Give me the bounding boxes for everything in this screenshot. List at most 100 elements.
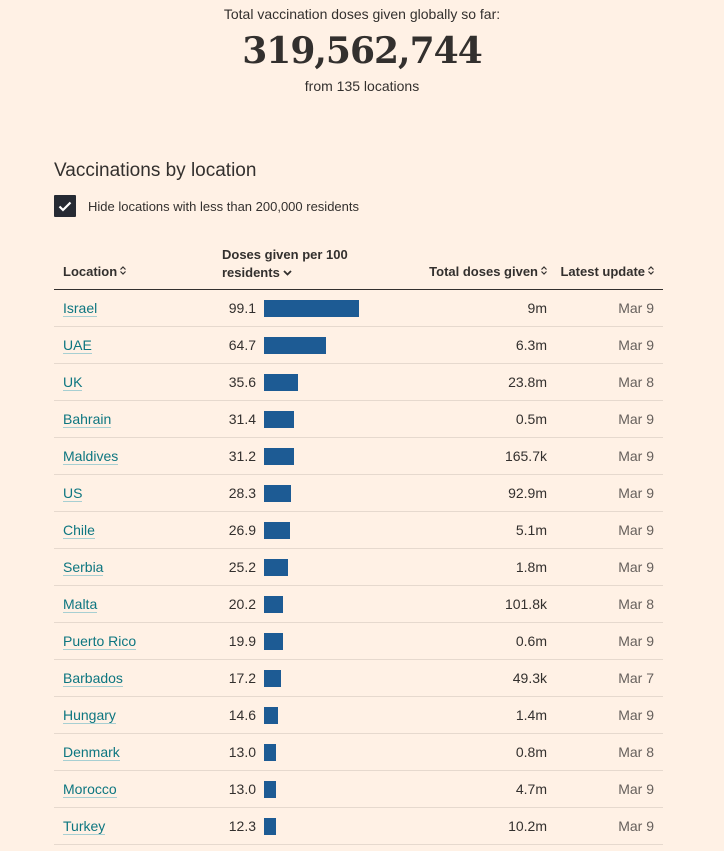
- doses-bar: [264, 410, 295, 428]
- location-link[interactable]: Morocco: [63, 781, 117, 798]
- doses-value: 25.2: [228, 559, 256, 576]
- doses-value: 31.2: [228, 448, 256, 465]
- locations-count: from 135 locations: [304, 78, 420, 94]
- table-row: Barbados 17.2 49.3k Mar 7: [54, 659, 663, 697]
- latest-update-cell: Mar 9: [553, 474, 663, 512]
- total-doses-cell: 0.6m: [372, 622, 553, 660]
- location-cell: Morocco: [54, 770, 222, 808]
- doses-value: 31.4: [228, 411, 256, 428]
- doses-bar-track: [264, 336, 360, 354]
- doses-bar: [264, 299, 360, 317]
- doses-cell: 31.4: [222, 400, 372, 438]
- doses-bar-track: [264, 780, 360, 798]
- sort-by-location-header[interactable]: Location: [54, 246, 222, 290]
- doses-bar: [264, 521, 290, 539]
- latest-update-cell: Mar 9: [553, 807, 663, 845]
- total-doses-cell: 101.8k: [372, 585, 553, 623]
- location-cell: US: [54, 474, 222, 512]
- doses-value: 28.3: [228, 485, 256, 502]
- location-link[interactable]: UAE: [63, 337, 92, 354]
- table-row: Hungary 14.6 1.4m Mar 9: [54, 696, 663, 734]
- total-doses-cell: 1.4m: [372, 696, 553, 734]
- location-link[interactable]: Serbia: [63, 559, 104, 576]
- table-row: Morocco 13.0 4.7m Mar 9: [54, 770, 663, 808]
- location-cell: Denmark: [54, 733, 222, 771]
- doses-bar: [264, 669, 281, 687]
- latest-update-cell: Mar 9: [553, 511, 663, 549]
- location-link[interactable]: Malta: [63, 596, 98, 613]
- sort-by-doses-header[interactable]: Doses given per 100 residents: [222, 246, 372, 290]
- doses-bar-track: [264, 669, 360, 687]
- doses-bar: [264, 336, 327, 354]
- header-update-label: Latest update: [560, 264, 645, 279]
- table-row: UAE 64.7 6.3m Mar 9: [54, 326, 663, 364]
- table-row: Bahrain 31.4 0.5m Mar 9: [54, 400, 663, 438]
- doses-bar: [264, 780, 277, 798]
- total-doses-cell: 9m: [372, 289, 553, 327]
- table-row: Turkey 12.3 10.2m Mar 9: [54, 807, 663, 845]
- location-link[interactable]: Turkey: [63, 818, 106, 835]
- location-cell: UK: [54, 363, 222, 401]
- doses-cell: 14.6: [222, 696, 372, 734]
- total-doses-cell: 6.3m: [372, 326, 553, 364]
- table-row: Israel 99.1 9m Mar 9: [54, 289, 663, 327]
- location-cell: Barbados: [54, 659, 222, 697]
- sort-by-update-header[interactable]: Latest update: [553, 246, 663, 290]
- location-cell: Puerto Rico: [54, 622, 222, 660]
- location-link[interactable]: Barbados: [63, 670, 123, 687]
- doses-cell: 19.9: [222, 622, 372, 660]
- total-doses-cell: 4.7m: [372, 770, 553, 808]
- latest-update-cell: Mar 9: [553, 400, 663, 438]
- doses-value: 13.0: [228, 781, 256, 798]
- doses-bar: [264, 558, 289, 576]
- doses-cell: 17.2: [222, 659, 372, 697]
- location-link[interactable]: Chile: [63, 522, 95, 539]
- doses-value: 13.0: [228, 744, 256, 761]
- sort-updown-icon: [120, 264, 127, 281]
- global-summary: Total vaccination doses given globally s…: [0, 0, 724, 95]
- doses-cell: 25.2: [222, 548, 372, 586]
- section-title: Vaccinations by location: [54, 160, 257, 181]
- location-cell: UAE: [54, 326, 222, 364]
- doses-cell: 99.1: [222, 289, 372, 327]
- location-link[interactable]: Hungary: [63, 707, 116, 724]
- doses-value: 99.1: [228, 300, 256, 317]
- location-link[interactable]: Israel: [63, 300, 98, 317]
- header-doses-label: Doses given per 100 residents: [222, 247, 348, 280]
- location-cell: Malta: [54, 585, 222, 623]
- table-row: US 28.3 92.9m Mar 9: [54, 474, 663, 512]
- location-link[interactable]: US: [63, 485, 83, 502]
- location-cell: Maldives: [54, 437, 222, 475]
- doses-bar-track: [264, 410, 360, 428]
- doses-bar-track: [264, 521, 360, 539]
- total-doses-cell: 49.3k: [372, 659, 553, 697]
- location-cell: Chile: [54, 511, 222, 549]
- checkbox-label: Hide locations with less than 200,000 re…: [88, 198, 359, 214]
- latest-update-cell: Mar 7: [553, 659, 663, 697]
- doses-bar-track: [264, 817, 360, 835]
- sort-by-total-header[interactable]: Total doses given: [372, 246, 553, 290]
- location-link[interactable]: Puerto Rico: [63, 633, 137, 650]
- hide-small-locations-toggle[interactable]: Hide locations with less than 200,000 re…: [54, 195, 663, 217]
- location-cell: Serbia: [54, 548, 222, 586]
- location-cell: Bahrain: [54, 400, 222, 438]
- location-link[interactable]: Denmark: [63, 744, 120, 761]
- vaccinations-by-location-section: Vaccinations by location Hide locations …: [54, 158, 663, 845]
- doses-value: 64.7: [228, 337, 256, 354]
- location-link[interactable]: Bahrain: [63, 411, 112, 428]
- table-body: Israel 99.1 9m Mar 9 UAE 64.7 6.3m Mar 9 UK 35.6 2…: [54, 289, 663, 845]
- location-link[interactable]: UK: [63, 374, 83, 391]
- hide-small-locations-checkbox[interactable]: [54, 195, 76, 217]
- location-link[interactable]: Maldives: [63, 448, 119, 465]
- doses-bar-track: [264, 558, 360, 576]
- doses-cell: 28.3: [222, 474, 372, 512]
- doses-bar: [264, 447, 294, 465]
- table-row: Malta 20.2 101.8k Mar 8: [54, 585, 663, 623]
- doses-bar-track: [264, 743, 360, 761]
- table-row: Serbia 25.2 1.8m Mar 9: [54, 548, 663, 586]
- table-row: Denmark 13.0 0.8m Mar 8: [54, 733, 663, 771]
- table-row: Puerto Rico 19.9 0.6m Mar 9: [54, 622, 663, 660]
- table-row: Chile 26.9 5.1m Mar 9: [54, 511, 663, 549]
- total-doses-cell: 1.8m: [372, 548, 553, 586]
- header-total-label: Total doses given: [429, 264, 538, 279]
